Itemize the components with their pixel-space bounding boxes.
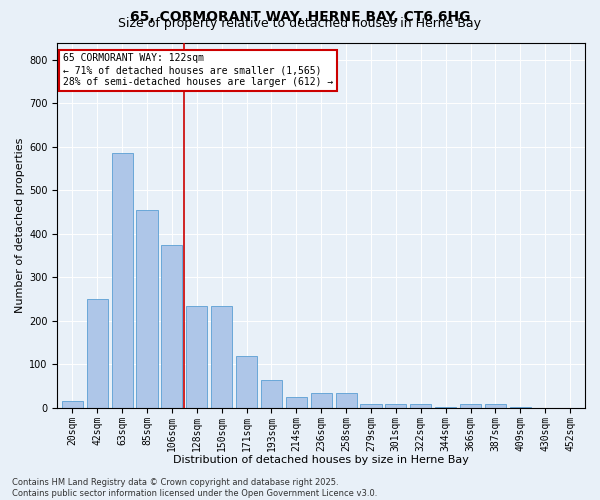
- Text: 65 CORMORANT WAY: 122sqm
← 71% of detached houses are smaller (1,565)
28% of sem: 65 CORMORANT WAY: 122sqm ← 71% of detach…: [62, 54, 333, 86]
- Bar: [211, 306, 232, 408]
- X-axis label: Distribution of detached houses by size in Herne Bay: Distribution of detached houses by size …: [173, 455, 469, 465]
- Text: Size of property relative to detached houses in Herne Bay: Size of property relative to detached ho…: [119, 18, 482, 30]
- Bar: [186, 306, 208, 408]
- Bar: [62, 402, 83, 408]
- Bar: [236, 356, 257, 408]
- Bar: [510, 407, 531, 408]
- Bar: [335, 392, 356, 408]
- Bar: [361, 404, 382, 408]
- Bar: [460, 404, 481, 408]
- Bar: [136, 210, 158, 408]
- Bar: [385, 404, 406, 408]
- Text: Contains HM Land Registry data © Crown copyright and database right 2025.
Contai: Contains HM Land Registry data © Crown c…: [12, 478, 377, 498]
- Bar: [435, 406, 456, 408]
- Bar: [112, 154, 133, 408]
- Y-axis label: Number of detached properties: Number of detached properties: [15, 138, 25, 313]
- Bar: [261, 380, 282, 408]
- Bar: [286, 397, 307, 408]
- Bar: [410, 404, 431, 408]
- Bar: [161, 245, 182, 408]
- Bar: [311, 392, 332, 408]
- Bar: [86, 299, 108, 408]
- Bar: [485, 404, 506, 408]
- Text: 65, CORMORANT WAY, HERNE BAY, CT6 6HG: 65, CORMORANT WAY, HERNE BAY, CT6 6HG: [130, 10, 470, 24]
